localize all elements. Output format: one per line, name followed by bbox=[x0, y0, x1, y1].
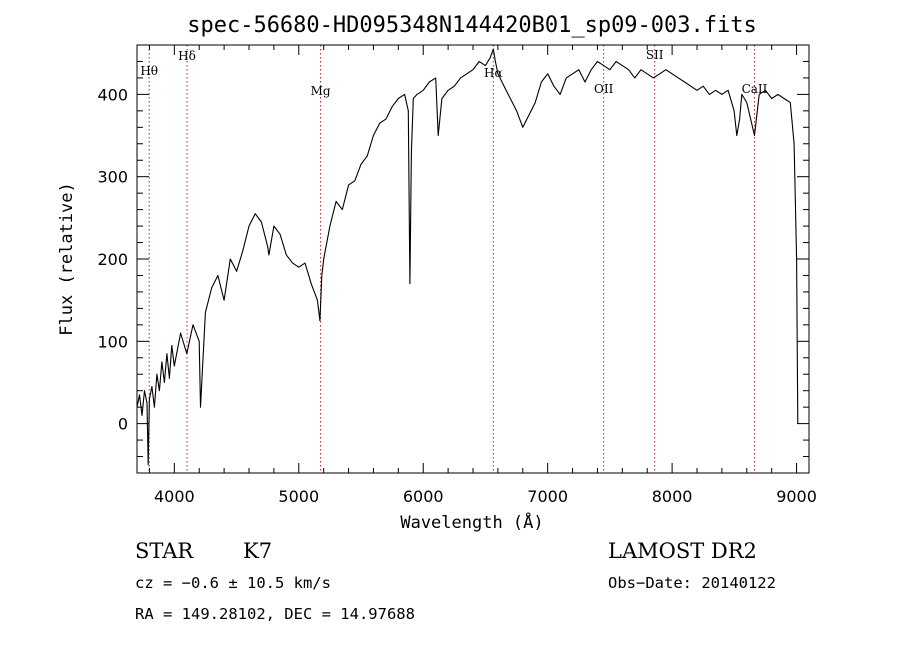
object-subclass: K7 bbox=[243, 539, 272, 563]
y-tick-label: 0 bbox=[118, 415, 128, 434]
line-marker-labels: Hθ Hδ Mg Hα OII SII CaII bbox=[140, 48, 767, 98]
spectrum-series bbox=[136, 48, 799, 466]
spectrum-line bbox=[136, 48, 799, 466]
x-tick-label: 5000 bbox=[278, 487, 319, 506]
marker-label: Hθ bbox=[140, 64, 158, 78]
axis-ticks bbox=[137, 44, 809, 474]
x-tick-label: 7000 bbox=[527, 487, 568, 506]
coordinates: RA = 149.28102, DEC = 14.97688 bbox=[135, 605, 415, 623]
plot-frame bbox=[136, 44, 810, 474]
y-tick-label: 100 bbox=[97, 332, 128, 351]
y-axis-label: Flux (relative) bbox=[57, 182, 77, 336]
y-tick-label: 400 bbox=[97, 85, 128, 104]
observation-date: Obs−Date: 20140122 bbox=[608, 574, 776, 592]
x-tick-label: 9000 bbox=[776, 487, 817, 506]
x-tick-label: 6000 bbox=[403, 487, 444, 506]
marker-label: Mg bbox=[311, 84, 331, 98]
redshift-cz: cz = −0.6 ± 10.5 km/s bbox=[135, 574, 331, 592]
y-tick-labels: 0 100 200 300 400 bbox=[97, 85, 128, 433]
x-tick-label: 4000 bbox=[154, 487, 195, 506]
object-class: STAR bbox=[135, 539, 194, 563]
x-axis-label: Wavelength (Å) bbox=[400, 511, 543, 533]
y-tick-label: 300 bbox=[97, 168, 128, 187]
marker-label: SII bbox=[646, 48, 664, 62]
marker-label: Hδ bbox=[178, 49, 196, 63]
x-tick-labels: 4000 5000 6000 7000 8000 9000 bbox=[154, 487, 817, 506]
chart-title: spec-56680-HD095348N144420B01_sp09-003.f… bbox=[187, 13, 757, 38]
x-tick-label: 8000 bbox=[652, 487, 693, 506]
y-tick-label: 200 bbox=[97, 250, 128, 269]
marker-label: OII bbox=[594, 82, 614, 96]
marker-label: CaII bbox=[742, 82, 768, 96]
survey-name: LAMOST DR2 bbox=[608, 539, 757, 563]
marker-label: Hα bbox=[484, 66, 503, 80]
